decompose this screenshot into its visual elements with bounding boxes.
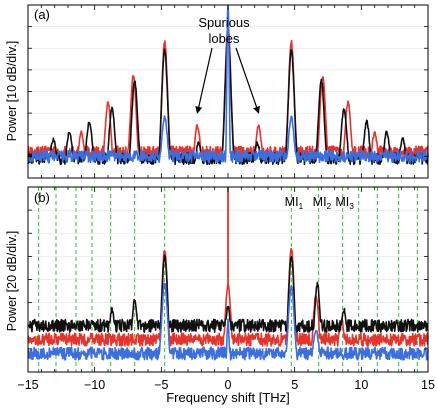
x-tick-label: 5 [291, 378, 298, 392]
annotation-arrows [195, 47, 260, 114]
panel-b-series [27, 187, 429, 361]
mi-annotations: MI1 MI2 MI3 [285, 195, 355, 211]
panel-a: (a) Spurious lobes Power [10 dB/div.] [5, 4, 429, 179]
panel-b-label: (b) [34, 190, 50, 205]
panel-a-label: (a) [34, 7, 50, 22]
panel-b-ticks [27, 187, 429, 372]
series-line-2 [27, 254, 429, 333]
x-tick-label: 10 [354, 378, 368, 392]
x-axis-label: Frequency shift [THz] [166, 390, 290, 405]
panel-b: (b) MI1 MI2 MI3 Power [20 dB/div.] −15 −10−… [5, 186, 435, 405]
annotation-lobes: lobes [208, 31, 240, 46]
panel-a-ticks [27, 5, 429, 178]
x-tick-label: −15 [17, 378, 38, 392]
series-line-3 [27, 282, 429, 361]
annotation-spurious: Spurious [198, 15, 250, 30]
annotation-arrow [235, 47, 260, 114]
x-tick-label: −10 [84, 378, 105, 392]
annotation-arrow [195, 47, 213, 114]
x-tick-labels: −15 −10 −5 0 5 10 15 [17, 378, 435, 392]
x-tick-label: 0 [225, 378, 232, 392]
panel-b-ylabel: Power [20 dB/div.] [5, 231, 19, 332]
x-tick-label: 15 [421, 378, 435, 392]
panel-a-ylabel: Power [10 dB/div.] [5, 41, 19, 142]
x-tick-label: −5 [154, 378, 168, 392]
